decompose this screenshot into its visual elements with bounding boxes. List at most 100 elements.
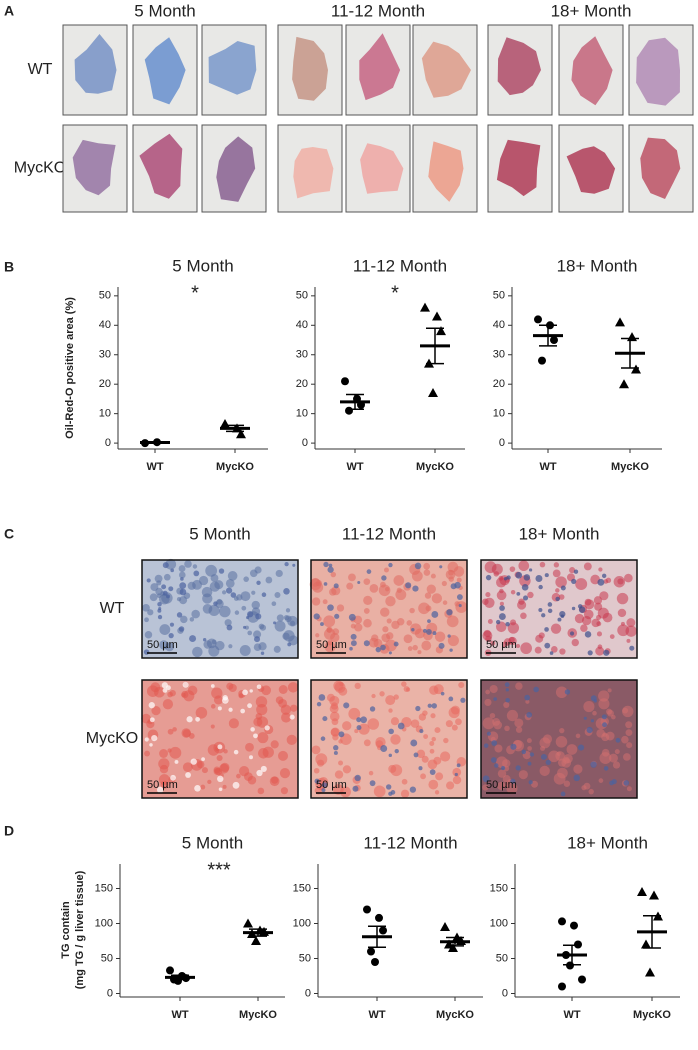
y-tick-label: 100 — [490, 917, 508, 929]
texture — [253, 630, 262, 639]
texture — [156, 580, 162, 586]
texture — [179, 588, 187, 596]
texture — [410, 739, 418, 747]
texture — [596, 614, 602, 620]
texture — [538, 584, 543, 590]
texture — [521, 749, 527, 755]
frame — [310, 559, 468, 659]
texture — [193, 570, 200, 577]
texture — [528, 780, 533, 785]
frame — [480, 679, 638, 799]
texture — [219, 763, 229, 774]
texture — [490, 640, 496, 646]
y-tick-label: 0 — [305, 987, 311, 999]
texture — [485, 574, 492, 581]
texture — [521, 584, 529, 591]
texture — [510, 743, 517, 750]
texture — [167, 728, 174, 735]
texture — [440, 691, 445, 696]
texture — [273, 621, 277, 625]
y-tick-label: 150 — [490, 882, 508, 894]
column-title: 11-12 Month — [331, 1, 425, 20]
texture — [535, 575, 543, 582]
texture — [592, 710, 597, 716]
significance: *** — [207, 859, 231, 881]
texture — [388, 728, 394, 735]
texture — [334, 770, 344, 779]
texture — [321, 788, 326, 793]
panel-label: C — [4, 526, 14, 542]
texture — [460, 697, 466, 703]
texture — [403, 686, 410, 692]
texture — [397, 722, 405, 730]
texture — [213, 601, 218, 606]
texture — [256, 580, 261, 585]
texture — [354, 623, 363, 632]
texture — [605, 577, 612, 584]
texture — [497, 769, 507, 778]
texture — [598, 778, 604, 783]
texture — [222, 590, 227, 595]
texture — [239, 766, 250, 777]
texture — [388, 562, 393, 568]
texture — [363, 608, 370, 614]
texture — [598, 690, 610, 702]
texture — [249, 755, 253, 760]
texture — [577, 604, 583, 609]
y-tick-label: 40 — [493, 319, 505, 331]
data-point — [578, 975, 586, 984]
texture — [382, 626, 389, 633]
data-point — [637, 887, 647, 896]
category-label: WT — [563, 1009, 580, 1021]
texture — [593, 596, 603, 605]
texture — [195, 707, 208, 719]
texture — [158, 606, 162, 611]
texture — [246, 615, 250, 620]
texture — [623, 780, 630, 786]
frame — [141, 559, 299, 659]
texture — [426, 629, 432, 635]
texture — [431, 611, 439, 618]
texture — [194, 785, 201, 792]
column-title: 11-12 Month — [342, 524, 436, 543]
texture — [338, 739, 343, 744]
texture — [515, 765, 521, 771]
texture — [417, 650, 422, 655]
texture — [202, 637, 207, 642]
data-point — [375, 913, 383, 922]
texture — [234, 610, 240, 615]
tissue-section — [216, 136, 256, 202]
texture — [168, 586, 174, 592]
texture — [332, 628, 340, 636]
texture — [192, 564, 198, 569]
texture — [598, 698, 610, 710]
category-label: WT — [539, 461, 556, 473]
texture — [493, 697, 497, 701]
data-point — [428, 388, 438, 398]
texture — [407, 646, 413, 651]
texture — [393, 575, 405, 586]
texture — [358, 723, 370, 735]
texture — [528, 568, 533, 572]
texture — [541, 613, 546, 618]
texture — [149, 593, 158, 602]
texture — [583, 562, 592, 571]
texture — [391, 620, 400, 630]
texture — [583, 716, 587, 720]
texture — [369, 584, 379, 593]
texture — [217, 775, 224, 783]
texture — [614, 749, 620, 755]
texture — [274, 592, 281, 598]
texture — [434, 790, 440, 795]
texture — [516, 591, 521, 596]
scale-bar-label: 50 µm — [316, 639, 347, 651]
texture — [421, 755, 429, 763]
row-label: MycKO — [86, 730, 138, 747]
texture — [274, 620, 286, 632]
texture — [571, 638, 579, 647]
texture — [213, 766, 221, 774]
texture — [316, 759, 325, 767]
texture — [388, 651, 392, 655]
tissue-section — [360, 143, 404, 194]
texture — [629, 645, 635, 651]
